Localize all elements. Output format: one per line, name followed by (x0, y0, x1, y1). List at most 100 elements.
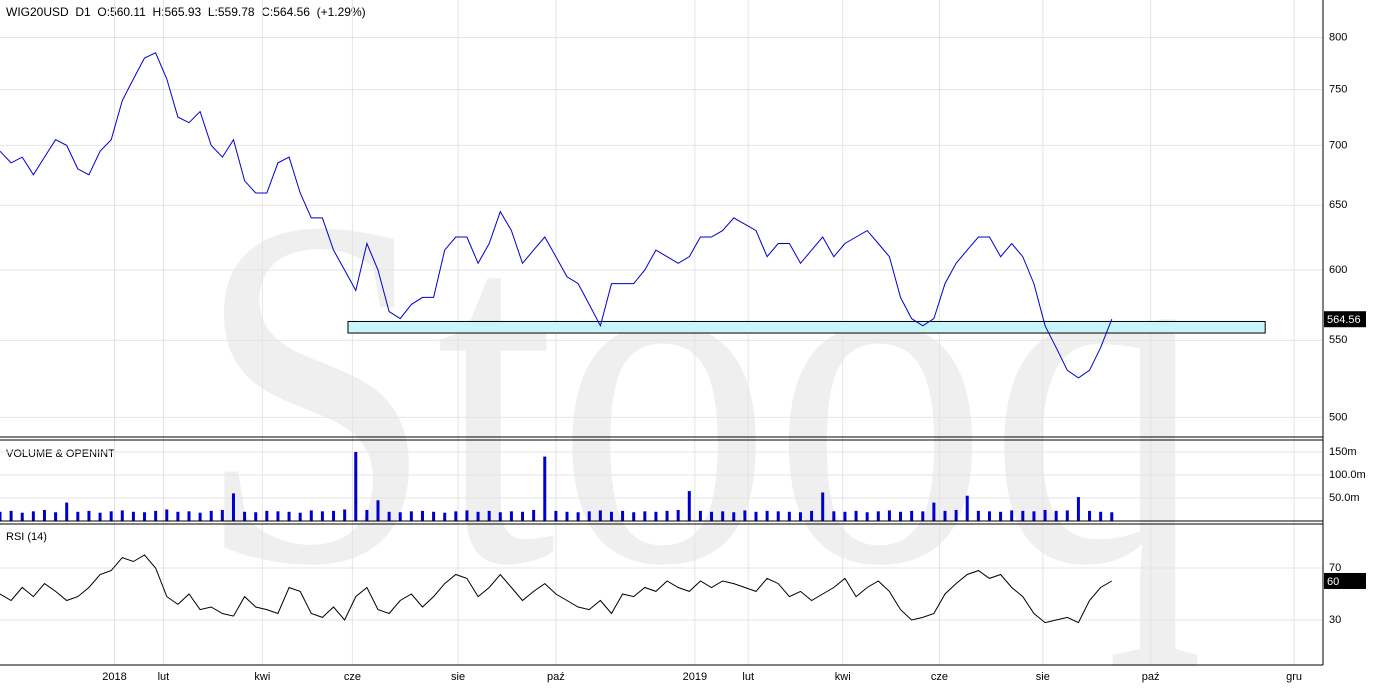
volume-bar (243, 511, 247, 521)
volume-bar (776, 511, 780, 521)
volume-bar (1043, 509, 1047, 521)
volume-bar (198, 512, 202, 521)
volume-bar (954, 509, 958, 521)
volume-bar (1010, 510, 1014, 521)
volume-bar (576, 512, 580, 521)
last-value-label: 564.56 (1327, 314, 1361, 326)
volume-bar (265, 510, 269, 521)
volume-bar (743, 510, 747, 521)
x-tick-label: sie (1036, 671, 1050, 683)
volume-bar (609, 511, 613, 521)
volume-bar (309, 510, 313, 521)
x-tick-label: sie (451, 671, 465, 683)
x-tick-label: lut (158, 671, 170, 683)
x-tick-label: 2019 (683, 671, 707, 683)
x-tick-label: kwi (835, 671, 851, 683)
volume-bar (9, 510, 13, 521)
x-tick-label: cze (931, 671, 948, 683)
volume-bar (420, 510, 424, 521)
volume-bar (643, 511, 647, 521)
support-zone (347, 320, 1266, 334)
y-tick-label: 70 (1329, 562, 1341, 574)
volume-bar (298, 512, 302, 521)
y-tick-label: 750 (1329, 84, 1347, 96)
volume-bar (721, 511, 725, 521)
volume-bar (887, 510, 891, 521)
volume-bar (276, 511, 280, 521)
volume-bar (587, 511, 591, 521)
y-tick-label: 50.0m (1329, 492, 1360, 504)
volume-bar (1076, 497, 1080, 521)
volume-bar (521, 511, 525, 521)
volume-bar (798, 512, 802, 521)
panel-title: RSI (14) (6, 531, 47, 543)
volume-bar (810, 510, 814, 521)
volume-bar (710, 511, 714, 521)
volume-bar (1088, 510, 1092, 521)
volume-bar (31, 511, 35, 521)
y-tick-label: 30 (1329, 614, 1341, 626)
volume-bar (187, 511, 191, 521)
volume-bar (765, 510, 769, 521)
volume-bar (98, 512, 102, 521)
volume-bar (932, 502, 936, 521)
volume-bar (1099, 511, 1103, 521)
volume-bar (120, 510, 124, 521)
volume-bar (854, 510, 858, 521)
volume-bar (554, 510, 558, 521)
volume-bar (821, 492, 825, 521)
volume-bar (320, 511, 324, 521)
x-tick-label: cze (344, 671, 361, 683)
x-tick-label: paź (1142, 671, 1160, 683)
volume-bar (131, 511, 135, 521)
volume-bar (1021, 510, 1025, 521)
volume-bar (109, 511, 113, 521)
volume-bar (1054, 510, 1058, 521)
volume-bar (465, 510, 469, 521)
volume-bar (231, 493, 235, 521)
y-tick-label: 500 (1329, 411, 1347, 423)
volume-bar (1032, 511, 1036, 521)
volume-bar (398, 512, 402, 521)
volume-bar (910, 510, 914, 521)
volume-bar (1065, 510, 1069, 521)
volume-bar (1110, 512, 1114, 521)
volume-bar (254, 512, 258, 521)
y-tick-label: 100.0m (1329, 469, 1366, 481)
volume-bar (698, 510, 702, 521)
y-tick-label: 150m (1329, 446, 1357, 458)
volume-bar (999, 511, 1003, 521)
data-line (0, 52, 1113, 379)
volume-bar (76, 511, 80, 521)
volume-bar (487, 510, 491, 521)
volume-bar (754, 511, 758, 521)
volume-bar (665, 510, 669, 521)
volume-bar (676, 509, 680, 521)
volume-bar (332, 510, 336, 521)
last-value-tag (1324, 572, 1366, 589)
volume-bar (899, 511, 903, 521)
volume-bar (532, 509, 536, 521)
data-line (0, 554, 1113, 624)
volume-bar (543, 456, 547, 521)
volume-bar (54, 512, 58, 521)
volume-bar (376, 500, 380, 521)
volume-bar (176, 511, 180, 521)
volume-bar (865, 512, 869, 521)
volume-bar (143, 512, 147, 521)
watermark: Stooq (195, 115, 1205, 669)
volume-bar (787, 511, 791, 521)
y-tick-label: 550 (1329, 334, 1347, 346)
volume-bar (387, 511, 391, 521)
x-tick-label: paź (547, 671, 565, 683)
volume-bar (654, 511, 658, 521)
volume-bar (0, 511, 2, 521)
volume-bar (732, 512, 736, 521)
volume-bar (976, 510, 980, 521)
volume-bar (921, 511, 925, 521)
volume-bar (42, 509, 46, 521)
y-tick-label: 600 (1329, 264, 1347, 276)
volume-bar (632, 512, 636, 521)
volume-bar (443, 512, 447, 521)
